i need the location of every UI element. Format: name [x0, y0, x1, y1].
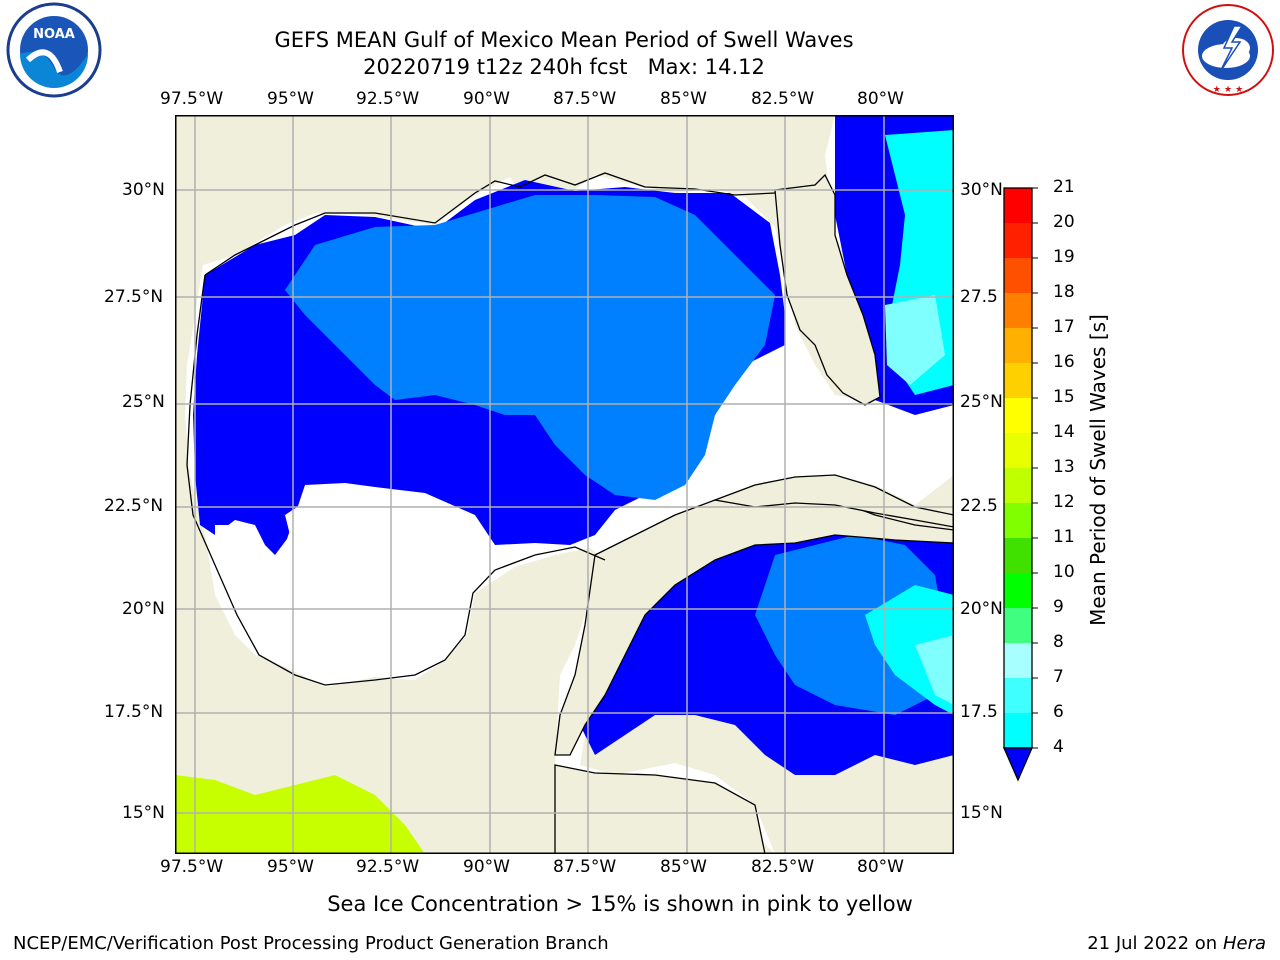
lat-label: 22.5: [960, 496, 998, 516]
lat-label: 22.5°N: [104, 496, 164, 516]
lon-label: 87.5°W: [553, 857, 617, 877]
no-data-patch: [405, 515, 470, 615]
lon-label: 87.5°W: [553, 89, 617, 109]
nws-logo: ★ ★ ★: [1182, 4, 1274, 96]
graticule: [175, 115, 954, 854]
colorbar-tick: 19: [1053, 247, 1075, 267]
lon-label: 85°W: [660, 89, 707, 109]
colorbar: [1003, 187, 1038, 782]
lat-label: 17.5°N: [104, 702, 164, 722]
lat-label: 25°N: [960, 392, 1003, 412]
chart-subtitle: 20220719 t12z 240h fcst Max: 14.12: [363, 55, 765, 79]
lon-label: 95°W: [267, 89, 314, 109]
footer-right: 21 Jul 2022 on Hera: [1087, 933, 1266, 954]
colorbar-label: Mean Period of Swell Waves [s]: [1086, 314, 1110, 626]
swell-mid-blue: [285, 195, 775, 500]
mexico-coast: [186, 274, 606, 686]
swell-atlantic-pale: [885, 295, 945, 385]
lat-label: 27.5°N: [104, 287, 164, 307]
colorbar-tick: 6: [1053, 702, 1064, 722]
colorbar-tick: 15: [1053, 387, 1075, 407]
cuba: [712, 474, 954, 528]
lon-label: 97.5°W: [160, 857, 224, 877]
colorbar-tick: 16: [1053, 352, 1075, 372]
ice-note-text: Sea Ice Concentration > 15% is shown in …: [327, 892, 913, 916]
us-coast: [204, 172, 776, 276]
footer-host: Hera: [1222, 933, 1266, 954]
no-data-patch: [285, 483, 400, 615]
noaa-logo: NOAA: [6, 2, 102, 98]
florida: [774, 173, 881, 406]
colorbar-swatches: [1004, 188, 1032, 748]
lon-label: 80°W: [857, 857, 904, 877]
no-data-patch: [215, 525, 255, 585]
colorbar-tick: 10: [1053, 562, 1075, 582]
lat-label: 20°N: [122, 599, 165, 619]
lat-label: 30°N: [960, 180, 1003, 200]
colorbar-tick: 12: [1053, 492, 1075, 512]
lat-label: 20°N: [960, 599, 1003, 619]
pacific-ice-region: [175, 775, 425, 854]
colorbar-tick: 8: [1053, 632, 1064, 652]
colorbar-tick: 14: [1053, 422, 1075, 442]
colorbar-tick: 11: [1053, 527, 1075, 547]
gulf-map: [175, 115, 954, 854]
footer-date: 21 Jul 2022 on: [1087, 933, 1223, 954]
colorbar-tick: 13: [1053, 457, 1075, 477]
lat-label: 15°N: [122, 803, 165, 823]
lat-label: 30°N: [122, 180, 165, 200]
lon-label: 82.5°W: [751, 857, 815, 877]
ice-note: Sea Ice Concentration > 15% is shown in …: [0, 892, 1280, 916]
colorbar-tick: 20: [1053, 212, 1075, 232]
lon-label: 90°W: [463, 857, 510, 877]
central-america: [554, 764, 954, 854]
colorbar-tick: 18: [1053, 282, 1075, 302]
lon-label: 85°W: [660, 857, 707, 877]
svg-text:NOAA: NOAA: [33, 27, 75, 42]
colorbar-tick: 4: [1053, 737, 1064, 757]
lon-label: 80°W: [857, 89, 904, 109]
svg-text:★ ★ ★: ★ ★ ★: [1213, 85, 1243, 95]
lat-label: 25°N: [122, 392, 165, 412]
map-frame: [175, 115, 954, 854]
lon-label: 90°W: [463, 89, 510, 109]
lat-label: 27.5: [960, 287, 998, 307]
colorbar-tick: 9: [1053, 597, 1064, 617]
lon-label: 92.5°W: [356, 857, 420, 877]
lon-label: 95°W: [267, 857, 314, 877]
lon-label: 97.5°W: [160, 89, 224, 109]
lat-label: 17.5: [960, 702, 998, 722]
colorbar-tick: 7: [1053, 667, 1064, 687]
colorbar-tick: 17: [1053, 317, 1075, 337]
footer-left: NCEP/EMC/Verification Post Processing Pr…: [13, 933, 609, 954]
colorbar-extend-arrow: [1003, 747, 1033, 782]
chart-title: GEFS MEAN Gulf of Mexico Mean Period of …: [274, 28, 854, 52]
swell-caribbean-pale: [915, 635, 954, 705]
colorbar-tick: 21: [1053, 177, 1075, 197]
lon-label: 82.5°W: [751, 89, 815, 109]
lon-label: 92.5°W: [356, 89, 420, 109]
lat-label: 15°N: [960, 803, 1003, 823]
